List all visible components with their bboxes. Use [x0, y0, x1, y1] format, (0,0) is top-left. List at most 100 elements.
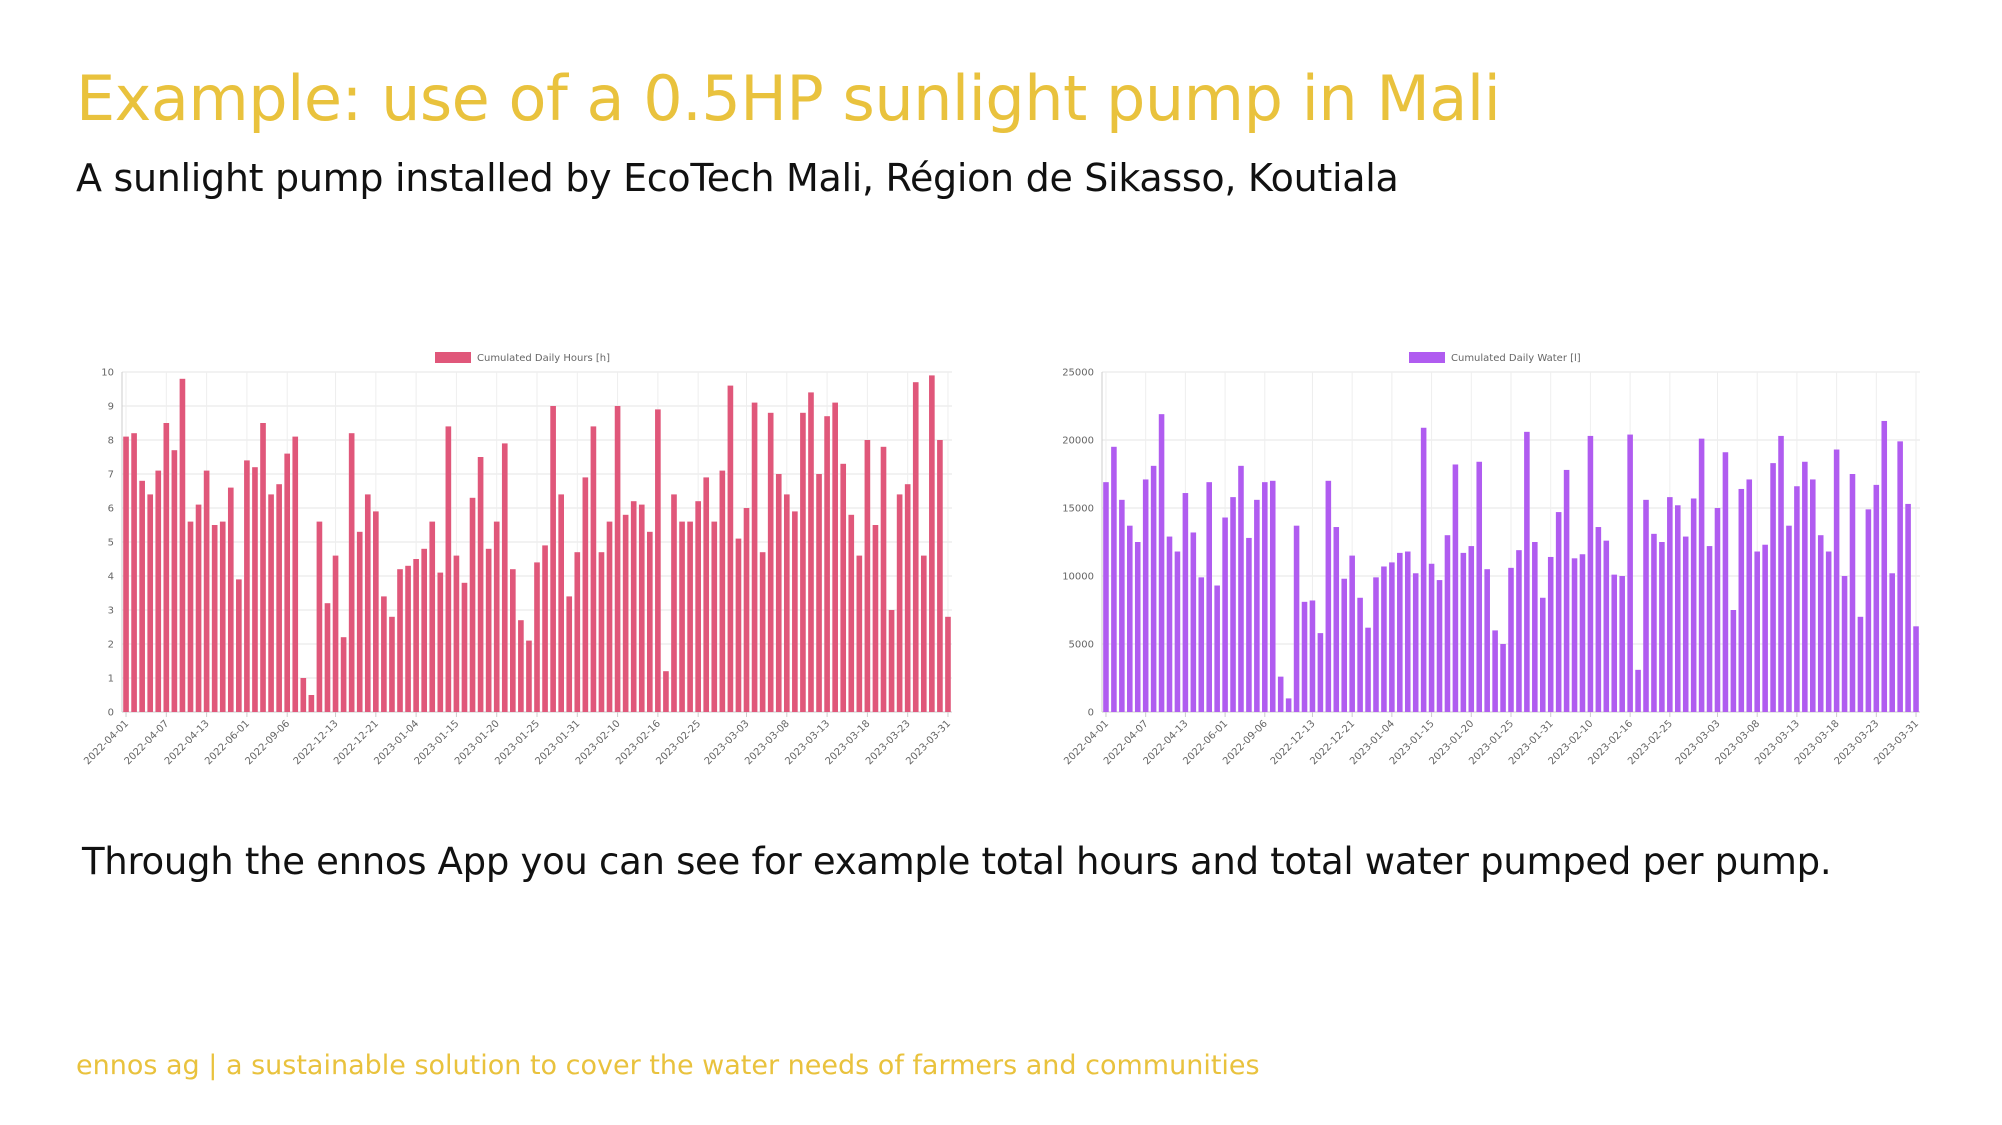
bar — [413, 559, 419, 712]
bar — [1833, 449, 1840, 712]
bar — [1539, 597, 1546, 712]
bar — [1714, 508, 1721, 712]
bar — [888, 610, 895, 712]
bar — [912, 382, 919, 712]
bar — [1103, 482, 1109, 712]
bar — [1817, 535, 1824, 712]
bar — [445, 426, 452, 712]
bar — [139, 480, 145, 712]
bar — [316, 521, 323, 712]
bar — [1849, 474, 1856, 712]
bar — [1381, 566, 1387, 712]
bar — [1111, 446, 1117, 712]
bar — [187, 521, 194, 712]
bar — [1587, 435, 1594, 712]
bar — [485, 548, 492, 712]
bar — [727, 385, 734, 712]
bar — [356, 531, 363, 712]
bar — [453, 555, 460, 712]
bar — [469, 497, 476, 712]
bar — [1357, 597, 1363, 712]
bar — [195, 504, 202, 712]
y-tick-label: 25000 — [1062, 368, 1094, 379]
bar — [1857, 616, 1864, 712]
bar — [219, 521, 226, 712]
bar — [147, 494, 154, 712]
bar — [1373, 577, 1379, 712]
bar — [1706, 546, 1713, 712]
daily-water-chart: 05000100001500020000250002022-04-012022-… — [1062, 352, 1921, 767]
bar — [227, 487, 234, 712]
bar — [1555, 512, 1562, 712]
y-tick-label: 0 — [1088, 708, 1094, 719]
bar — [1452, 464, 1459, 712]
bar — [501, 443, 508, 712]
bar — [1333, 527, 1340, 712]
bar — [179, 378, 186, 712]
bar — [824, 416, 830, 712]
y-tick-label: 8 — [108, 436, 114, 447]
y-tick-label: 5000 — [1069, 640, 1094, 651]
bar — [558, 494, 564, 712]
y-tick-label: 6 — [108, 504, 114, 515]
bar — [131, 433, 137, 712]
bar — [775, 474, 782, 712]
bar — [1603, 540, 1610, 712]
bar — [1293, 525, 1300, 712]
bar — [268, 494, 274, 712]
daily-hours-chart: 0123456789102022-04-012022-04-072022-04-… — [82, 352, 953, 767]
bar — [606, 521, 613, 712]
bar — [1802, 461, 1808, 712]
legend-swatch — [435, 352, 471, 363]
bar — [679, 521, 685, 712]
bar — [1198, 577, 1205, 712]
bar — [1420, 427, 1427, 712]
bar — [163, 423, 170, 712]
bar — [1389, 562, 1395, 712]
bar — [783, 494, 790, 712]
bar — [800, 412, 806, 712]
bar — [324, 603, 331, 712]
bar — [566, 596, 573, 712]
bar — [1682, 536, 1689, 712]
bar — [542, 545, 548, 712]
bar — [1158, 414, 1165, 712]
bar — [816, 474, 822, 712]
bar — [244, 460, 250, 712]
bar — [582, 477, 589, 712]
bar — [655, 409, 661, 712]
bar — [1651, 533, 1657, 712]
bar — [236, 579, 242, 712]
bar — [1492, 630, 1498, 712]
bar — [1825, 551, 1832, 712]
bar — [920, 555, 927, 712]
bar — [1127, 525, 1133, 712]
bar — [1222, 517, 1228, 712]
bar — [1810, 479, 1816, 712]
bar — [429, 521, 436, 712]
bar — [864, 440, 871, 712]
bar — [1285, 698, 1292, 712]
y-tick-label: 10 — [101, 368, 114, 379]
slide-caption: Through the ennos App you can see for ex… — [82, 840, 1832, 883]
bar — [373, 511, 379, 712]
bar — [832, 402, 838, 712]
bar — [896, 494, 903, 712]
bar — [493, 521, 500, 712]
bar — [1762, 544, 1768, 712]
legend-swatch — [1409, 352, 1445, 363]
y-tick-label: 2 — [108, 640, 114, 651]
slide-subtitle: A sunlight pump installed by EcoTech Mal… — [76, 156, 1399, 200]
bar — [171, 450, 178, 712]
y-tick-label: 10000 — [1062, 572, 1094, 583]
bar — [622, 514, 629, 712]
bar — [292, 436, 299, 712]
bar — [687, 521, 693, 712]
bar — [1794, 486, 1800, 712]
bar — [1412, 573, 1419, 712]
bar — [711, 521, 718, 712]
bar — [397, 569, 403, 712]
bar — [1365, 627, 1371, 712]
bar — [1881, 420, 1888, 712]
bar — [1428, 563, 1435, 712]
